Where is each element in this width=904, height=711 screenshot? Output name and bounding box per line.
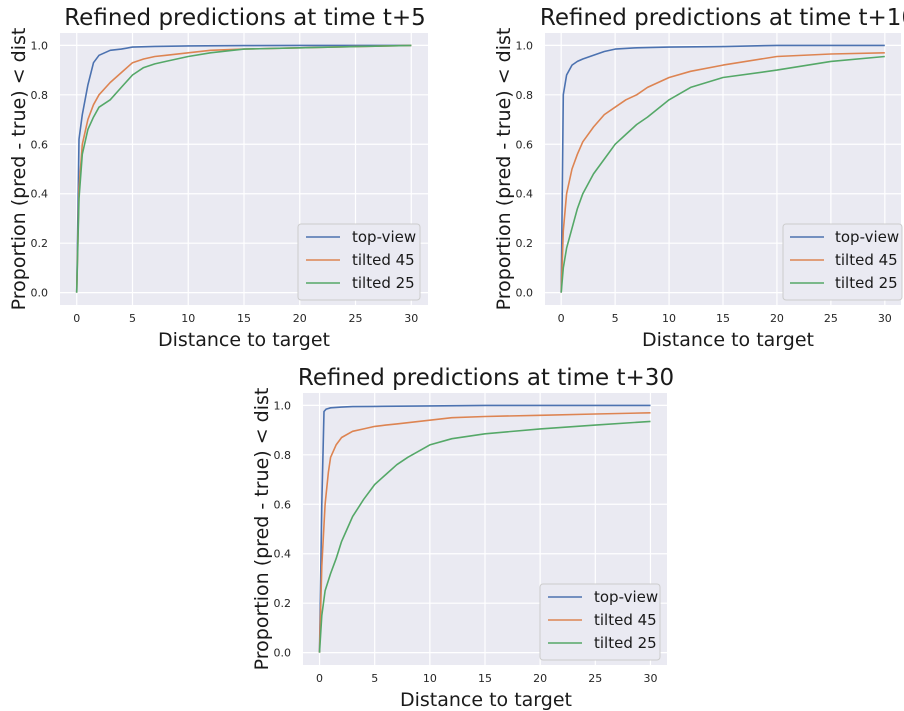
x-tick-label: 10	[181, 312, 195, 325]
chart-title: Refined predictions at time t+10	[540, 5, 904, 31]
x-tick-label: 5	[612, 312, 619, 325]
tick-labels: 0 5 10 15 20 25 30 0.0 0.2 0.4 0.6 0.8 1.0	[516, 39, 892, 325]
x-tick-label: 15	[478, 672, 492, 685]
y-axis-label: Proportion (pred - true) < dist	[8, 28, 30, 311]
y-tick-label: 0.4	[516, 188, 534, 201]
x-tick-label: 0	[558, 312, 565, 325]
legend-label-tilted-45: tilted 45	[835, 251, 898, 269]
x-tick-label: 10	[662, 312, 676, 325]
x-tick-label: 5	[371, 672, 378, 685]
series-line-tilted-25	[560, 55, 885, 293]
x-tick-label: 5	[129, 312, 136, 325]
legend-box	[297, 223, 421, 301]
y-tick-label: 0.6	[274, 498, 292, 511]
legend-label-tilted-45: tilted 45	[594, 611, 657, 629]
y-tick-label: 0.4	[274, 548, 292, 561]
chart-panel-t5: Refined predictions at time t+5 0 5 10 15 20…	[8, 5, 428, 351]
legend-label-tilted-45: tilted 45	[352, 251, 415, 269]
x-tick-label: 25	[588, 672, 602, 685]
x-tick-label: 30	[404, 312, 418, 325]
y-tick-label: 0.2	[31, 237, 49, 250]
y-tick-label: 0.6	[516, 138, 534, 151]
y-tick-label: 0.0	[516, 287, 534, 300]
series-lines	[75, 44, 412, 293]
y-tick-label: 0.8	[274, 449, 292, 462]
legend-box	[782, 223, 903, 301]
y-tick-label: 0.2	[516, 237, 534, 250]
series-line-top-view	[75, 44, 412, 293]
series-line-tilted-45	[318, 412, 651, 653]
legend-label-top-view: top-view	[594, 588, 658, 606]
chart-panel-t30: Refined predictions at time t+30 0 5 10 15 2…	[251, 365, 674, 711]
y-tick-label: 0.0	[274, 647, 292, 660]
y-tick-label: 1.0	[516, 39, 534, 52]
x-tick-label: 25	[824, 312, 838, 325]
y-tick-label: 0.2	[274, 597, 292, 610]
y-tick-label: 0.8	[516, 89, 534, 102]
legend-box	[539, 583, 661, 661]
y-axis-label: Proportion (pred - true) < dist	[251, 388, 273, 671]
x-tick-label: 0	[73, 312, 80, 325]
legend: top-view tilted 45 tilted 25	[297, 223, 421, 301]
tick-labels: 0 5 10 15 20 25 30 0.0 0.2 0.4 0.6 0.8 1.0	[274, 399, 658, 685]
series-line-top-view	[318, 404, 651, 653]
y-tick-label: 1.0	[274, 399, 292, 412]
y-tick-label: 0.6	[31, 138, 49, 151]
y-tick-label: 0.0	[31, 287, 49, 300]
x-tick-label: 20	[770, 312, 784, 325]
series-line-tilted-45	[560, 52, 885, 293]
x-tick-label: 30	[878, 312, 892, 325]
x-tick-label: 30	[643, 672, 657, 685]
x-axis-label: Distance to target	[158, 329, 330, 351]
tick-labels: 0 5 10 15 20 25 30 0.0 0.2 0.4 0.6 0.8 1.0	[31, 39, 419, 325]
y-tick-label: 0.8	[31, 89, 49, 102]
chart-title: Refined predictions at time t+5	[64, 5, 426, 31]
legend-label-top-view: top-view	[352, 228, 416, 246]
x-tick-label: 15	[237, 312, 251, 325]
legend: top-view tilted 45 tilted 25	[539, 583, 661, 661]
series-line-tilted-25	[318, 420, 651, 653]
chart-title: Refined predictions at time t+30	[298, 365, 674, 391]
series-line-tilted-25	[75, 44, 412, 293]
y-tick-label: 0.4	[31, 188, 49, 201]
series-line-top-view	[560, 44, 885, 293]
x-tick-label: 15	[716, 312, 730, 325]
series-lines	[560, 44, 885, 293]
x-axis-label: Distance to target	[642, 329, 814, 351]
legend-label-tilted-25: tilted 25	[352, 274, 415, 292]
x-tick-label: 10	[423, 672, 437, 685]
grid	[60, 33, 428, 305]
chart-panel-t10: Refined predictions at time t+10 0 5 10 15 2…	[493, 5, 904, 351]
legend-label-tilted-25: tilted 25	[594, 634, 657, 652]
legend-label-top-view: top-view	[835, 228, 899, 246]
x-tick-label: 20	[533, 672, 547, 685]
legend-label-tilted-25: tilted 25	[835, 274, 898, 292]
y-tick-label: 1.0	[31, 39, 49, 52]
x-tick-label: 0	[316, 672, 323, 685]
y-axis-label: Proportion (pred - true) < dist	[493, 28, 515, 311]
x-tick-label: 20	[293, 312, 307, 325]
x-tick-label: 25	[349, 312, 363, 325]
legend: top-view tilted 45 tilted 25	[782, 223, 903, 301]
series-lines	[318, 404, 651, 653]
x-axis-label: Distance to target	[400, 689, 572, 711]
